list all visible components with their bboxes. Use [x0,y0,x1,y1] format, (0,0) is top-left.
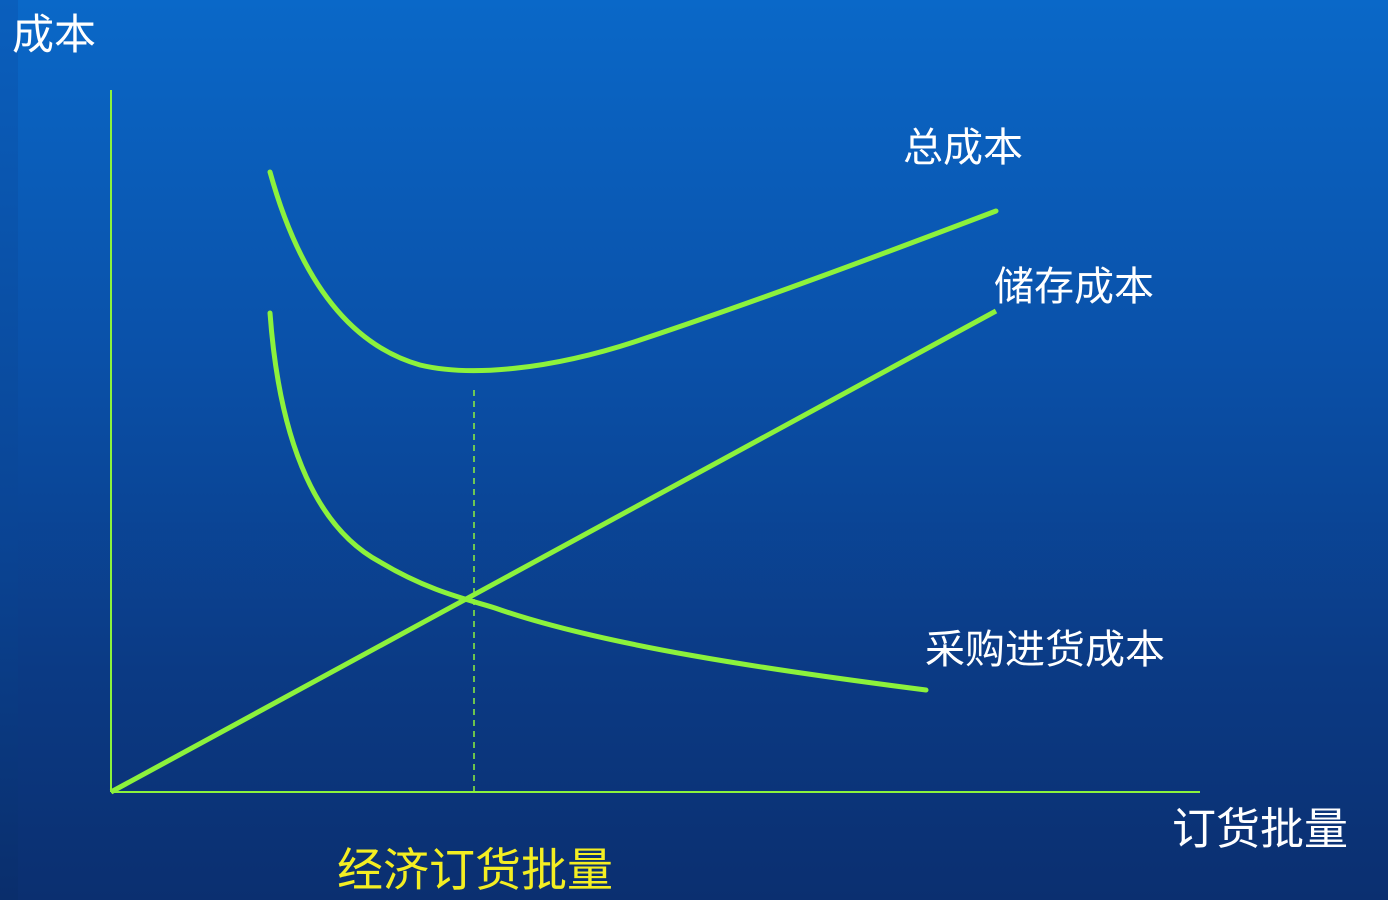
x-axis-label: 订货批量 [1172,804,1348,855]
purchase-cost-curve [267,310,929,693]
y-axis-label: 成本 [12,10,97,59]
background-left-strip [0,0,18,900]
purchase-cost-label: 采购进货成本 [925,627,1165,673]
storage-cost-curve [109,308,998,795]
total-cost-label: 总成本 [903,125,1023,171]
eoq-label: 经济订货批量 [337,843,613,897]
storage-cost-label: 储存成本 [994,264,1154,310]
total-cost-curve [267,169,999,374]
